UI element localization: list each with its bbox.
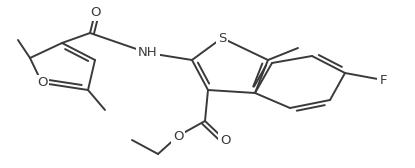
Text: NH: NH bbox=[138, 47, 158, 59]
Text: O: O bbox=[37, 76, 47, 90]
Text: S: S bbox=[218, 32, 226, 45]
Text: F: F bbox=[379, 74, 387, 87]
Text: O: O bbox=[90, 7, 100, 19]
Text: O: O bbox=[173, 130, 183, 142]
Text: O: O bbox=[220, 134, 230, 146]
